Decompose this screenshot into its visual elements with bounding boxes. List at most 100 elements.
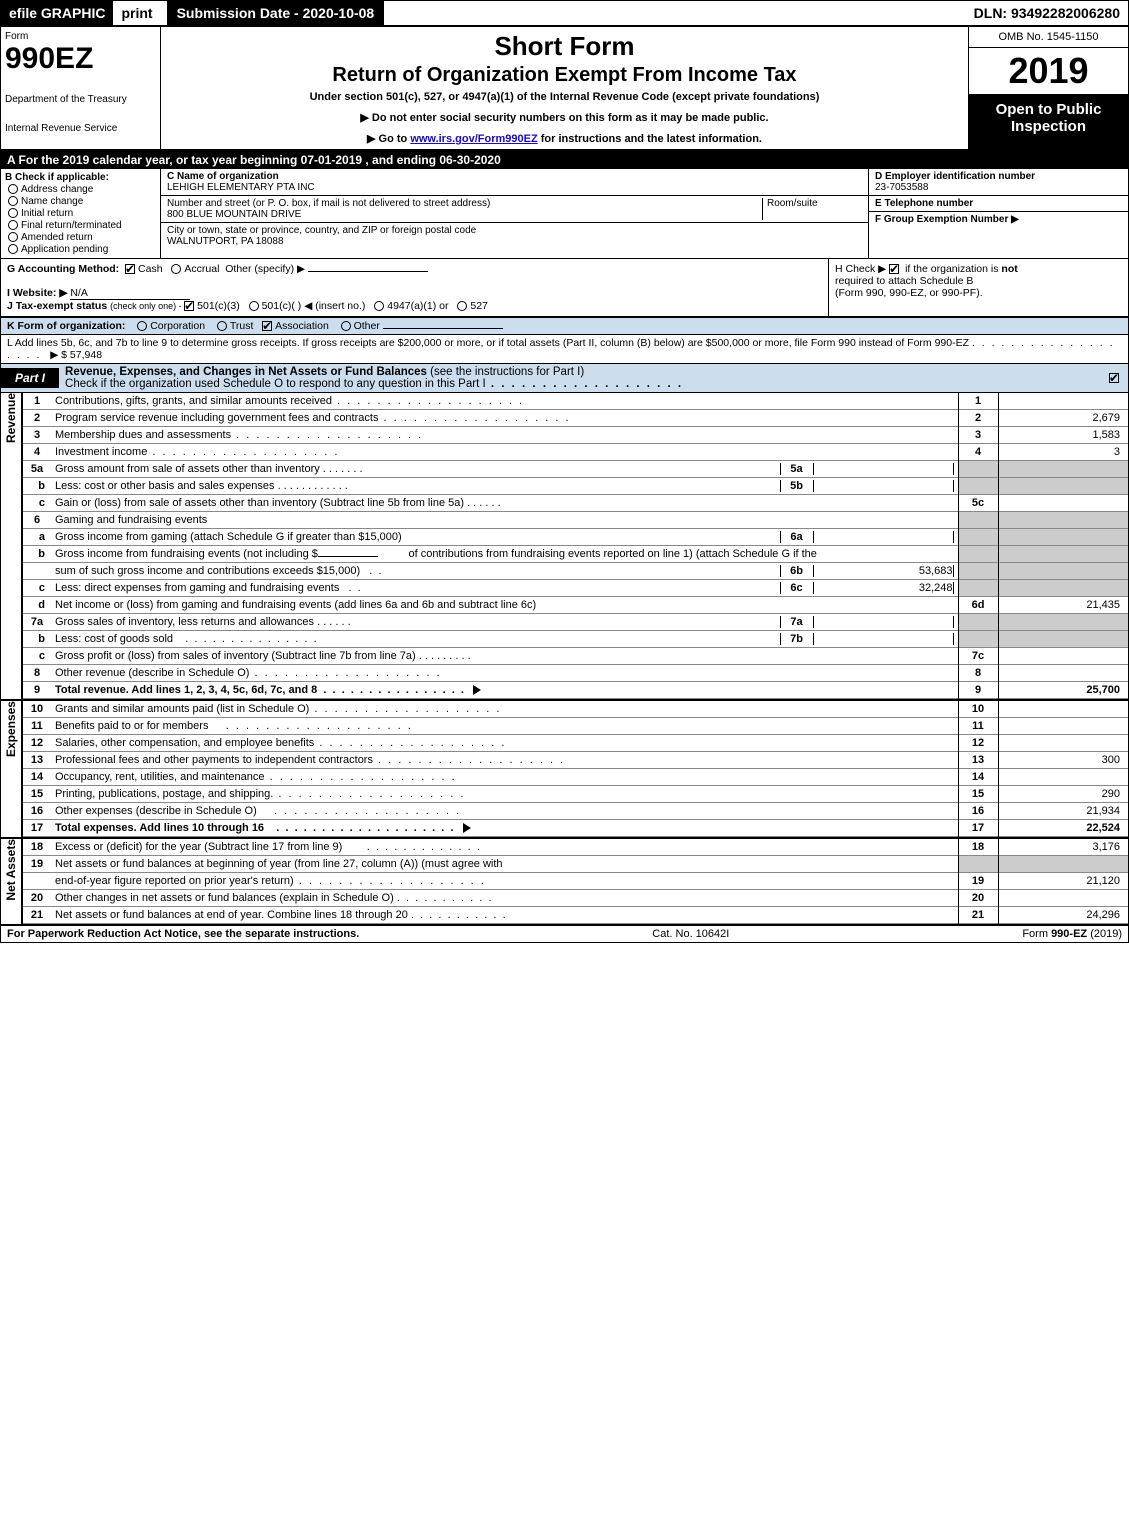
tax-year-line: A For the 2019 calendar year, or tax yea…	[1, 151, 1128, 169]
part1-checkbox[interactable]	[1109, 372, 1122, 384]
open-to-public: Open to Public Inspection	[969, 95, 1128, 149]
form-word: Form	[5, 31, 156, 42]
subtitle: Under section 501(c), 527, or 4947(a)(1)…	[165, 91, 964, 103]
other-specify-input[interactable]	[308, 271, 428, 272]
form-990ez-page: efile GRAPHIC print Submission Date - 20…	[0, 0, 1129, 943]
i-label: I Website: ▶	[7, 287, 67, 299]
cb-501c3[interactable]	[184, 301, 194, 311]
cb-cash[interactable]	[125, 264, 135, 274]
cb-trust[interactable]	[217, 321, 227, 331]
footer-center: Cat. No. 10642I	[359, 928, 1022, 940]
efile-label: efile GRAPHIC	[1, 1, 113, 25]
netassets-table: 18Excess or (deficit) for the year (Subt…	[23, 839, 1128, 924]
table-row: 5aGross amount from sale of assets other…	[23, 461, 1128, 478]
cb-amended[interactable]: Amended return	[5, 232, 156, 243]
arrow-icon	[463, 823, 471, 833]
cb-sched-b[interactable]	[889, 264, 899, 274]
dept-treasury: Department of the Treasury	[5, 94, 156, 105]
table-row: bLess: cost of goods sold . . . . . . . …	[23, 631, 1128, 648]
netassets-section: Net Assets 18Excess or (deficit) for the…	[1, 837, 1128, 924]
box-c: C Name of organization LEHIGH ELEMENTARY…	[161, 169, 868, 258]
table-row: 12Salaries, other compensation, and empl…	[23, 735, 1128, 752]
footer-right: Form 990-EZ (2019)	[1022, 928, 1122, 940]
cb-4947[interactable]	[374, 301, 384, 311]
table-row: cGross profit or (loss) from sales of in…	[23, 648, 1128, 665]
group-section: F Group Exemption Number ▶	[869, 212, 1128, 258]
group-label: F Group Exemption Number ▶	[875, 214, 1019, 225]
box-b-title: B Check if applicable:	[5, 172, 156, 183]
row-h: H Check ▶ if the organization is not req…	[828, 259, 1128, 316]
form-number: 990EZ	[5, 42, 156, 76]
table-row: cGain or (loss) from sale of assets othe…	[23, 495, 1128, 512]
table-row: bLess: cost or other basis and sales exp…	[23, 478, 1128, 495]
goto-pre: ▶ Go to	[367, 133, 410, 145]
table-row: bGross income from fundraising events (n…	[23, 546, 1128, 563]
expenses-sidelabel: Expenses	[1, 701, 23, 837]
cb-name-change[interactable]: Name change	[5, 196, 156, 207]
street-value: 800 BLUE MOUNTAIN DRIVE	[167, 209, 301, 220]
table-row-total: 17Total expenses. Add lines 10 through 1…	[23, 820, 1128, 837]
table-row: 18Excess or (deficit) for the year (Subt…	[23, 839, 1128, 856]
table-row: 14Occupancy, rent, utilities, and mainte…	[23, 769, 1128, 786]
table-row: 13Professional fees and other payments t…	[23, 752, 1128, 769]
other-org-input[interactable]	[383, 328, 503, 329]
page-footer: For Paperwork Reduction Act Notice, see …	[1, 924, 1128, 942]
g-label: G Accounting Method:	[7, 263, 119, 275]
cb-initial-return[interactable]: Initial return	[5, 208, 156, 219]
bullet-goto: ▶ Go to www.irs.gov/Form990EZ for instru…	[165, 132, 964, 145]
expenses-section: Expenses 10Grants and similar amounts pa…	[1, 699, 1128, 837]
cb-other-org[interactable]	[341, 321, 351, 331]
street-label: Number and street (or P. O. box, if mail…	[167, 198, 490, 209]
irs-label: Internal Revenue Service	[5, 123, 156, 134]
cb-527[interactable]	[457, 301, 467, 311]
part1-label: Part I	[1, 368, 59, 388]
table-row: end-of-year figure reported on prior yea…	[23, 873, 1128, 890]
part1-header: Part I Revenue, Expenses, and Changes in…	[1, 364, 1128, 393]
table-row: 21Net assets or fund balances at end of …	[23, 907, 1128, 924]
table-row: 11Benefits paid to or for members 11	[23, 718, 1128, 735]
goto-post: for instructions and the latest informat…	[538, 133, 762, 145]
tel-section: E Telephone number	[869, 196, 1128, 212]
room-label: Room/suite	[767, 198, 818, 209]
tax-year: 2019	[969, 48, 1128, 95]
ein-value: 23-7053588	[875, 182, 928, 193]
org-name-label: C Name of organization	[167, 171, 279, 182]
box-b: B Check if applicable: Address change Na…	[1, 169, 161, 258]
table-row: 20Other changes in net assets or fund ba…	[23, 890, 1128, 907]
cb-accrual[interactable]	[171, 264, 181, 274]
ein-section: D Employer identification number 23-7053…	[869, 169, 1128, 196]
row-k: K Form of organization: Corporation Trus…	[1, 317, 1128, 335]
table-row: 2Program service revenue including gover…	[23, 410, 1128, 427]
street-section: Number and street (or P. O. box, if mail…	[161, 196, 868, 223]
cb-address-change[interactable]: Address change	[5, 184, 156, 195]
table-row: dNet income or (loss) from gaming and fu…	[23, 597, 1128, 614]
city-label: City or town, state or province, country…	[167, 225, 476, 236]
header-right: OMB No. 1545-1150 2019 Open to Public In…	[968, 27, 1128, 149]
box-d: D Employer identification number 23-7053…	[868, 169, 1128, 258]
row-g: G Accounting Method: Cash Accrual Other …	[1, 259, 828, 316]
table-row: 7aGross sales of inventory, less returns…	[23, 614, 1128, 631]
cb-pending[interactable]: Application pending	[5, 244, 156, 255]
cb-501c[interactable]	[249, 301, 259, 311]
cb-assoc[interactable]	[262, 321, 272, 331]
table-row: 6Gaming and fundraising events	[23, 512, 1128, 529]
j-label: J Tax-exempt status	[7, 300, 107, 312]
cb-final-return[interactable]: Final return/terminated	[5, 220, 156, 231]
header-left: Form 990EZ Department of the Treasury In…	[1, 27, 161, 149]
table-row: 3Membership dues and assessments31,583	[23, 427, 1128, 444]
cb-corp[interactable]	[137, 321, 147, 331]
l-text: L Add lines 5b, 6c, and 7b to line 9 to …	[7, 337, 969, 349]
table-row: cLess: direct expenses from gaming and f…	[23, 580, 1128, 597]
irs-link[interactable]: www.irs.gov/Form990EZ	[410, 133, 537, 145]
city-value: WALNUTPORT, PA 18088	[167, 236, 284, 247]
tel-label: E Telephone number	[875, 198, 973, 209]
print-button[interactable]: print	[113, 1, 160, 25]
topbar: efile GRAPHIC print Submission Date - 20…	[1, 1, 1128, 27]
table-row: 19Net assets or fund balances at beginni…	[23, 856, 1128, 873]
contrib-input[interactable]	[318, 556, 378, 557]
form-header: Form 990EZ Department of the Treasury In…	[1, 27, 1128, 151]
org-name: LEHIGH ELEMENTARY PTA INC	[167, 182, 315, 193]
table-row: 15Printing, publications, postage, and s…	[23, 786, 1128, 803]
part1-title: Revenue, Expenses, and Changes in Net As…	[59, 364, 689, 392]
omb-number: OMB No. 1545-1150	[969, 27, 1128, 48]
